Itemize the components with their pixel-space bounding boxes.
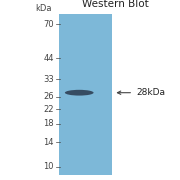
Text: 44: 44 bbox=[44, 54, 54, 63]
Bar bbox=[59, 14, 112, 175]
Text: 33: 33 bbox=[43, 75, 54, 84]
Ellipse shape bbox=[65, 90, 94, 96]
Text: 26: 26 bbox=[43, 92, 54, 101]
Text: 22: 22 bbox=[44, 105, 54, 114]
Text: 70: 70 bbox=[43, 20, 54, 29]
Text: 18: 18 bbox=[43, 119, 54, 128]
Text: 10: 10 bbox=[44, 162, 54, 171]
Text: kDa: kDa bbox=[36, 4, 52, 13]
Text: Western Blot: Western Blot bbox=[82, 0, 148, 9]
Text: 14: 14 bbox=[44, 138, 54, 147]
Text: 28kDa: 28kDa bbox=[137, 88, 166, 97]
